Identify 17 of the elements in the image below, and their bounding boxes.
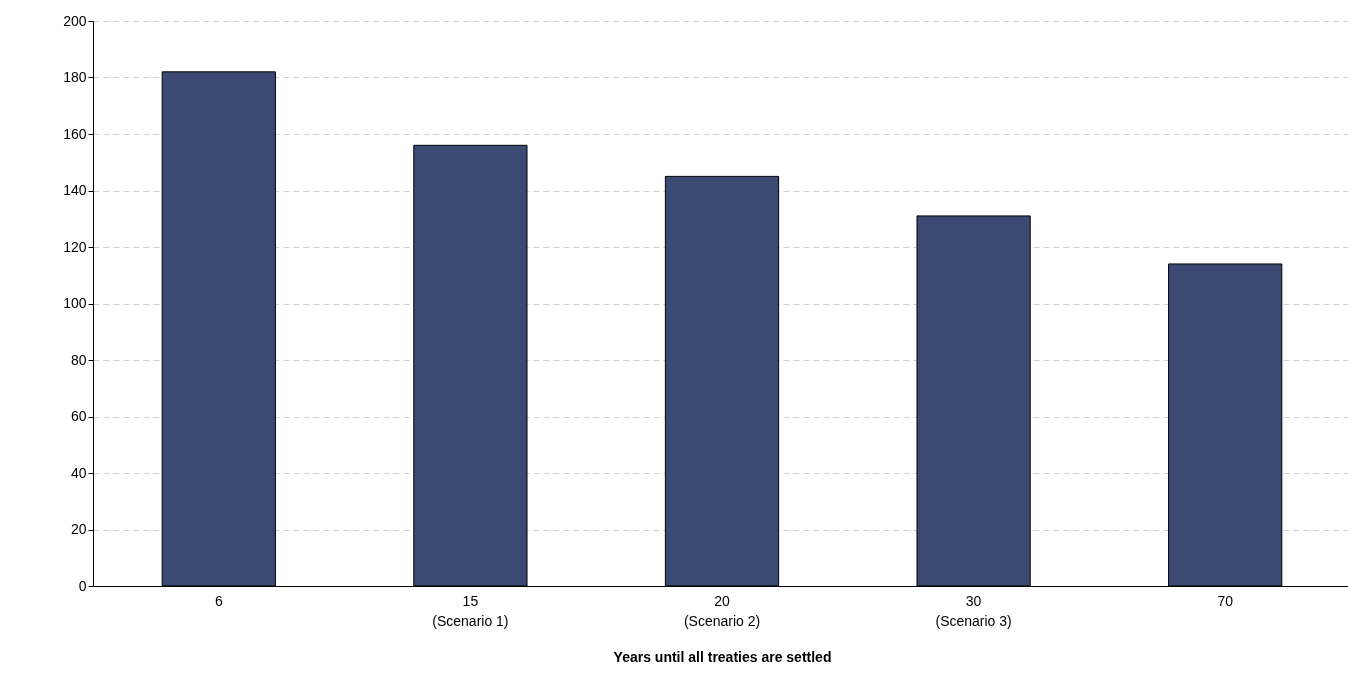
y-tick-label: 200 xyxy=(63,12,87,29)
x-tick-label: 6 xyxy=(214,592,223,609)
y-tick-label: 100 xyxy=(63,295,87,311)
y-tick-label: 120 xyxy=(63,238,87,255)
x-tick-label: 70 xyxy=(1217,592,1234,609)
y-tick-label: 40 xyxy=(70,464,87,481)
x-tick-label: 20 (Scenario 2) xyxy=(683,592,761,629)
y-tick-label: 0 xyxy=(78,577,87,594)
y-tick-label: 60 xyxy=(70,408,87,424)
x-tick-label: 15 (Scenario 1) xyxy=(432,592,509,629)
x-tick-label: 30 (Scenario 3) xyxy=(935,592,1012,629)
x-axis-title: Years until all treaties are settled xyxy=(613,648,832,665)
y-tick-label: 180 xyxy=(63,69,87,85)
y-tick-label: 140 xyxy=(63,182,87,198)
y-tick-label: 160 xyxy=(63,125,87,142)
y-tick-label: 80 xyxy=(70,351,87,368)
y-tick-label: 20 xyxy=(70,521,87,537)
